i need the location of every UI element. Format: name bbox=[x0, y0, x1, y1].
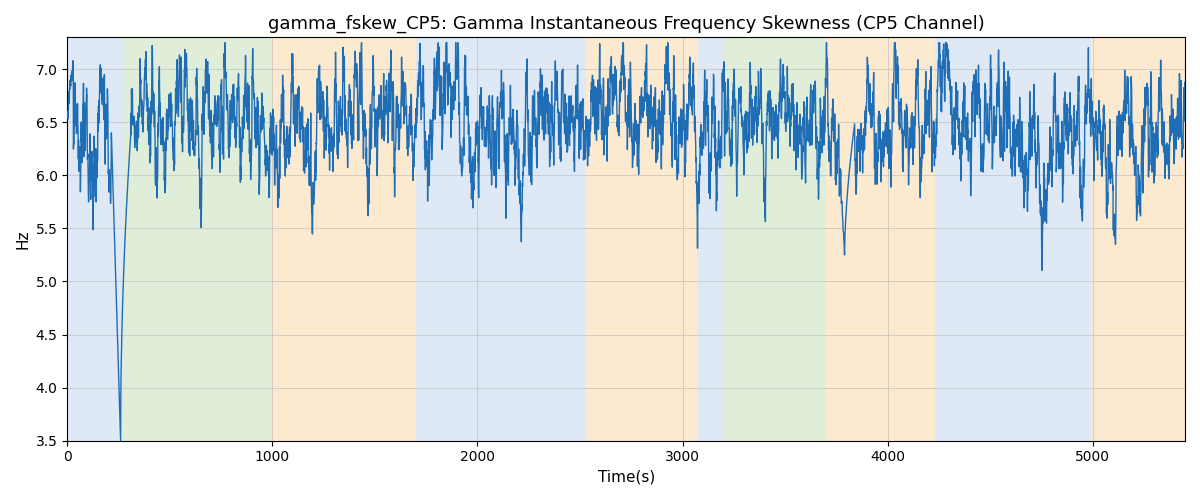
Title: gamma_fskew_CP5: Gamma Instantaneous Frequency Skewness (CP5 Channel): gamma_fskew_CP5: Gamma Instantaneous Fre… bbox=[268, 15, 984, 34]
Bar bbox=[1091, 38, 1186, 440]
Y-axis label: Hz: Hz bbox=[16, 230, 30, 249]
Bar bbox=[826, 38, 935, 440]
X-axis label: Time(s): Time(s) bbox=[598, 470, 655, 485]
Bar bbox=[935, 38, 1091, 440]
Bar bbox=[122, 38, 272, 440]
Bar bbox=[586, 38, 697, 440]
Bar bbox=[272, 38, 416, 440]
Bar bbox=[67, 38, 122, 440]
Bar bbox=[724, 38, 826, 440]
Bar bbox=[697, 38, 724, 440]
Bar bbox=[416, 38, 586, 440]
